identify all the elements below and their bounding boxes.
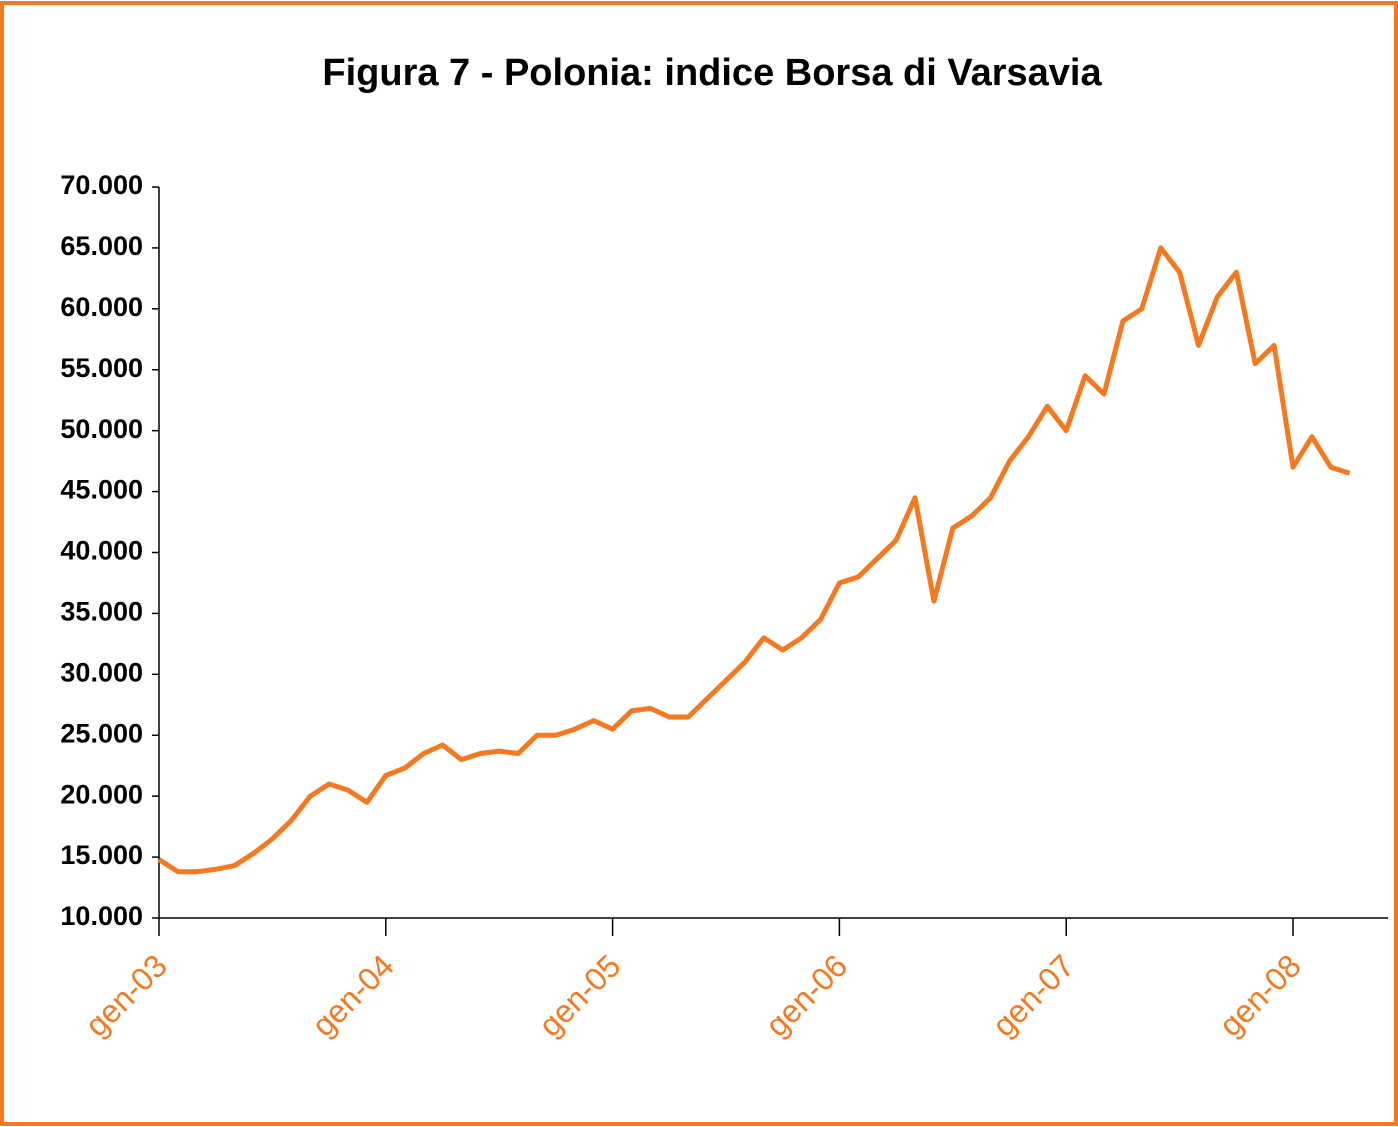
y-tick-label: 55.000 [60,353,143,383]
y-tick-label: 30.000 [60,657,143,687]
y-tick-label: 25.000 [60,718,143,748]
y-tick-label: 45.000 [60,475,143,505]
y-tick-label: 70.000 [60,170,143,200]
y-tick-label: 60.000 [60,292,143,322]
data-line [157,245,1351,875]
y-tick-label: 50.000 [60,414,143,444]
y-tick-label: 65.000 [60,231,143,261]
y-tick-label: 10.000 [60,901,143,931]
y-tick-label: 40.000 [60,536,143,566]
y-tick-label: 35.000 [60,597,143,627]
y-tick-label: 15.000 [60,840,143,870]
y-tick-label: 20.000 [60,779,143,809]
chart-title: Figura 7 - Polonia: indice Borsa di Vars… [322,52,1102,94]
